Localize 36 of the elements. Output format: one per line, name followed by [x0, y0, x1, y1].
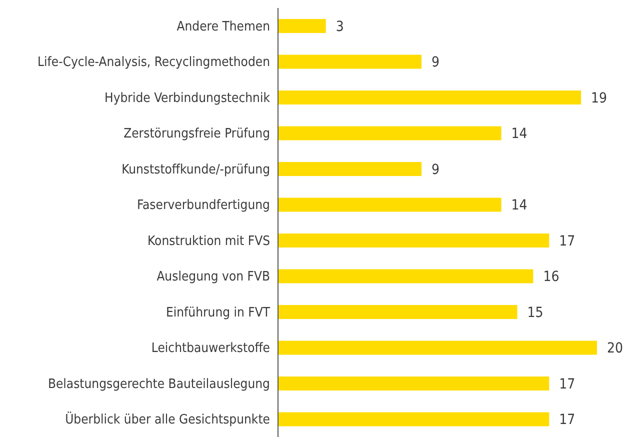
bar	[278, 412, 550, 426]
y-tick-label: Zerstörungsfreie Prüfung	[124, 126, 270, 142]
y-tick-label: Leichtbauwerkstoffe	[151, 341, 270, 356]
bar	[278, 305, 518, 319]
y-tick-label: Faserverbundfertigung	[136, 198, 270, 214]
data-label: 17	[559, 233, 576, 250]
y-tick-label: Life-Cycle-Analysis, Recyclingmethoden	[38, 55, 270, 70]
y-tick-label: Kunststoffkunde/-prüfung	[122, 162, 270, 178]
data-label: 17	[559, 376, 576, 392]
y-tick-label: Konstruktion mit FVS	[148, 234, 270, 249]
data-label: 14	[511, 198, 528, 214]
data-label: 9	[432, 162, 440, 178]
data-label: 17	[559, 412, 576, 428]
y-tick-label: Überblick über alle Gesichtspunkte	[65, 412, 270, 428]
bar	[278, 234, 550, 248]
bar	[278, 19, 326, 33]
data-label: 14	[511, 126, 528, 142]
data-label: 16	[543, 269, 560, 286]
data-label: 15	[527, 304, 544, 321]
data-label: 9	[432, 54, 440, 71]
bar	[278, 340, 597, 355]
bar	[278, 54, 422, 69]
bar	[278, 162, 422, 176]
bar	[278, 376, 550, 390]
data-label: 20	[607, 340, 624, 357]
bar	[278, 198, 502, 212]
bar	[278, 126, 502, 140]
y-tick-label: Einführung in FVT	[166, 305, 271, 320]
y-tick-label: Hybride Verbindungstechnik	[104, 90, 270, 106]
data-label: 19	[591, 90, 608, 106]
data-label: 3	[336, 18, 344, 35]
y-tick-label: Belastungsgerechte Bauteilauslegung	[48, 376, 270, 392]
y-tick-label: Andere Themen	[176, 19, 270, 34]
bar	[278, 269, 534, 284]
bar	[278, 90, 582, 104]
y-tick-label: Auslegung von FVB	[156, 270, 270, 285]
